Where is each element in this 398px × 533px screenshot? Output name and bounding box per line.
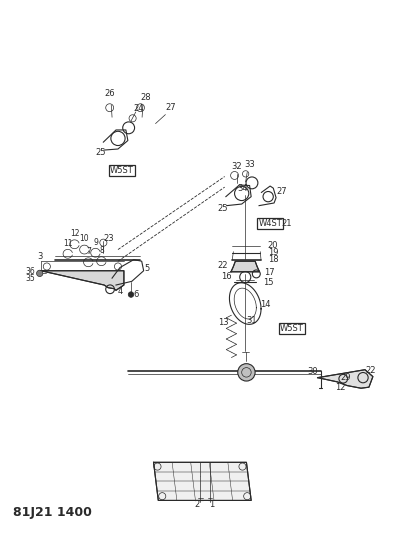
Text: 20: 20 xyxy=(268,241,278,251)
Polygon shape xyxy=(318,370,373,388)
Circle shape xyxy=(37,270,43,277)
Text: 22: 22 xyxy=(365,366,376,375)
Text: 15: 15 xyxy=(263,278,273,287)
Text: 31: 31 xyxy=(246,316,256,325)
Polygon shape xyxy=(231,261,259,272)
Text: 21: 21 xyxy=(282,219,293,228)
Text: 7: 7 xyxy=(86,247,91,256)
Text: 27: 27 xyxy=(277,187,287,196)
Text: W4ST: W4ST xyxy=(258,219,282,228)
Text: 33: 33 xyxy=(244,160,255,169)
Text: 28: 28 xyxy=(140,93,151,102)
Polygon shape xyxy=(41,271,124,290)
Text: W5ST: W5ST xyxy=(280,325,304,334)
Circle shape xyxy=(128,292,134,297)
Text: 14: 14 xyxy=(260,300,270,309)
Text: 9: 9 xyxy=(93,238,98,247)
Text: 32: 32 xyxy=(231,163,242,172)
Text: 11: 11 xyxy=(63,239,72,248)
Text: 23: 23 xyxy=(103,234,114,243)
Text: 4: 4 xyxy=(117,287,123,296)
Text: 8: 8 xyxy=(99,246,104,255)
Text: 81J21 1400: 81J21 1400 xyxy=(13,506,92,519)
Text: 1: 1 xyxy=(209,500,215,509)
Text: 25: 25 xyxy=(96,148,106,157)
Text: 22: 22 xyxy=(217,261,228,270)
Text: 30: 30 xyxy=(308,367,318,376)
Text: 13: 13 xyxy=(218,318,229,327)
Text: 2: 2 xyxy=(194,500,200,509)
Text: 35: 35 xyxy=(25,273,35,282)
Text: 29: 29 xyxy=(341,373,351,382)
Text: 12: 12 xyxy=(70,229,79,238)
Polygon shape xyxy=(154,462,251,500)
Circle shape xyxy=(238,364,255,381)
Text: 26: 26 xyxy=(105,90,115,99)
Text: 5: 5 xyxy=(144,264,150,273)
Text: 12: 12 xyxy=(335,383,346,392)
Text: 36: 36 xyxy=(25,267,35,276)
Text: 27: 27 xyxy=(165,103,176,112)
Text: 17: 17 xyxy=(264,268,275,277)
Text: 10: 10 xyxy=(80,235,89,244)
Text: 24: 24 xyxy=(134,104,144,114)
Text: 19: 19 xyxy=(268,248,278,257)
Text: 25: 25 xyxy=(217,204,228,213)
Text: 3: 3 xyxy=(37,253,43,262)
Text: W5ST: W5ST xyxy=(110,166,134,175)
Text: 34: 34 xyxy=(237,184,248,192)
Text: 18: 18 xyxy=(267,255,278,264)
Text: 6: 6 xyxy=(133,290,139,299)
Text: 16: 16 xyxy=(221,271,232,280)
